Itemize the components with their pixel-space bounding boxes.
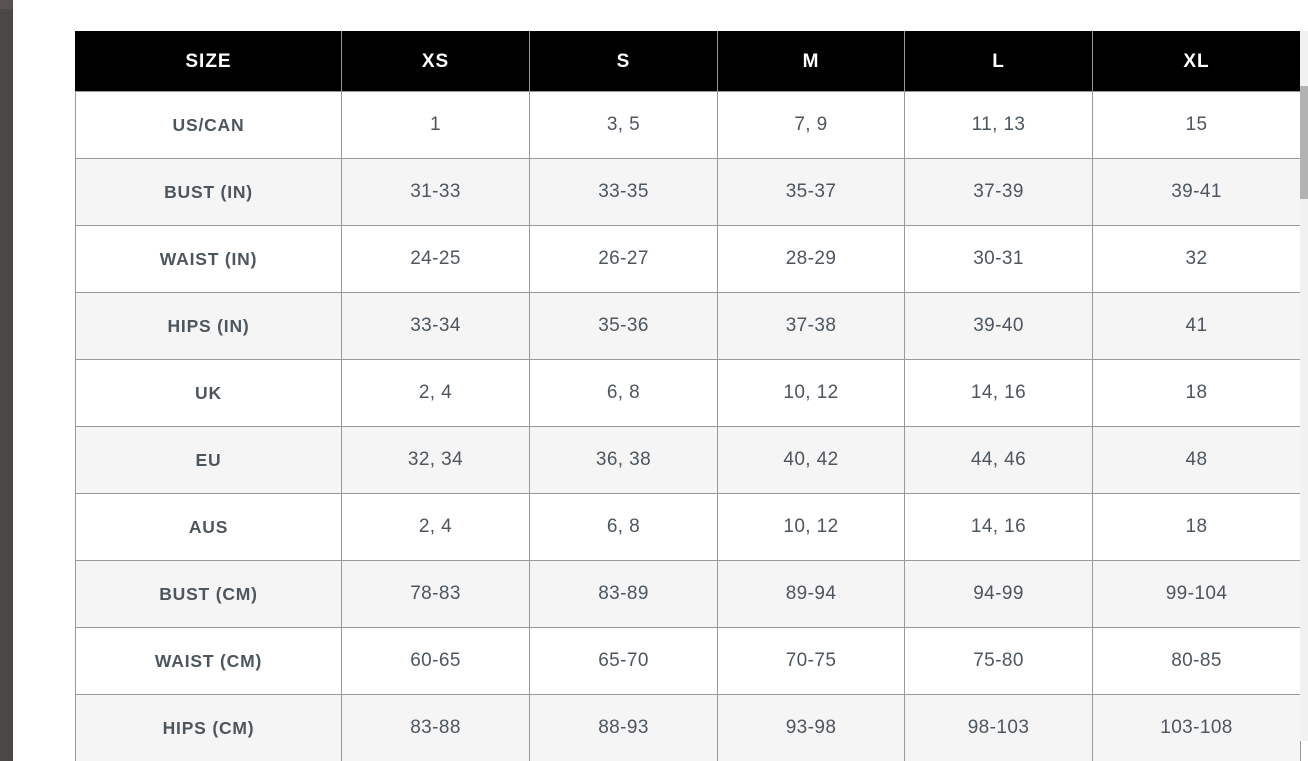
header-cell-size: SIZE <box>75 31 342 92</box>
row-label: BUST (CM) <box>75 560 342 628</box>
size-value-cell: 30-31 <box>904 225 1093 293</box>
size-value-cell: 1 <box>341 91 530 159</box>
size-value-cell: 39-40 <box>904 292 1093 360</box>
size-value-cell: 18 <box>1092 493 1301 561</box>
size-value-cell: 99-104 <box>1092 560 1301 628</box>
table-row: UK 2, 4 6, 8 10, 12 14, 16 18 <box>75 359 1301 427</box>
size-value-cell: 78-83 <box>341 560 530 628</box>
header-cell-xs: XS <box>341 31 530 92</box>
table-row: WAIST (IN) 24-25 26-27 28-29 30-31 32 <box>75 225 1301 293</box>
size-value-cell: 37-39 <box>904 158 1093 226</box>
size-chart-table: SIZE XS S M L XL US/CAN 1 3, 5 7, 9 11, … <box>75 31 1301 761</box>
size-value-cell: 40, 42 <box>717 426 905 494</box>
size-value-cell: 83-89 <box>529 560 718 628</box>
row-label: UK <box>75 359 342 427</box>
table-row: WAIST (CM) 60-65 65-70 70-75 75-80 80-85 <box>75 627 1301 695</box>
size-value-cell: 18 <box>1092 359 1301 427</box>
size-value-cell: 103-108 <box>1092 694 1301 761</box>
size-value-cell: 88-93 <box>529 694 718 761</box>
size-value-cell: 11, 13 <box>904 91 1093 159</box>
size-value-cell: 93-98 <box>717 694 905 761</box>
row-label: HIPS (CM) <box>75 694 342 761</box>
size-value-cell: 31-33 <box>341 158 530 226</box>
size-value-cell: 89-94 <box>717 560 905 628</box>
row-label: BUST (IN) <box>75 158 342 226</box>
header-cell-m: M <box>717 31 905 92</box>
vertical-scrollbar-thumb[interactable] <box>1300 86 1308 199</box>
size-value-cell: 10, 12 <box>717 359 905 427</box>
table-row: US/CAN 1 3, 5 7, 9 11, 13 15 <box>75 91 1301 159</box>
size-value-cell: 32, 34 <box>341 426 530 494</box>
size-value-cell: 28-29 <box>717 225 905 293</box>
row-label: US/CAN <box>75 91 342 159</box>
size-value-cell: 80-85 <box>1092 627 1301 695</box>
header-row: SIZE XS S M L XL <box>75 31 1301 92</box>
size-value-cell: 94-99 <box>904 560 1093 628</box>
row-label: AUS <box>75 493 342 561</box>
size-value-cell: 35-37 <box>717 158 905 226</box>
size-value-cell: 98-103 <box>904 694 1093 761</box>
size-value-cell: 3, 5 <box>529 91 718 159</box>
size-value-cell: 35-36 <box>529 292 718 360</box>
row-label: WAIST (CM) <box>75 627 342 695</box>
size-chart-body: US/CAN 1 3, 5 7, 9 11, 13 15 BUST (IN) 3… <box>75 91 1301 761</box>
size-value-cell: 24-25 <box>341 225 530 293</box>
size-value-cell: 83-88 <box>341 694 530 761</box>
table-row: HIPS (CM) 83-88 88-93 93-98 98-103 103-1… <box>75 694 1301 761</box>
window-edge-strip-cap <box>0 0 13 9</box>
size-value-cell: 14, 16 <box>904 359 1093 427</box>
size-value-cell: 15 <box>1092 91 1301 159</box>
size-value-cell: 75-80 <box>904 627 1093 695</box>
table-row: AUS 2, 4 6, 8 10, 12 14, 16 18 <box>75 493 1301 561</box>
size-value-cell: 60-65 <box>341 627 530 695</box>
size-value-cell: 48 <box>1092 426 1301 494</box>
row-label: HIPS (IN) <box>75 292 342 360</box>
size-value-cell: 44, 46 <box>904 426 1093 494</box>
size-value-cell: 33-34 <box>341 292 530 360</box>
table-row: HIPS (IN) 33-34 35-36 37-38 39-40 41 <box>75 292 1301 360</box>
window-edge-strip <box>0 0 13 761</box>
size-chart-header: SIZE XS S M L XL <box>75 31 1301 92</box>
row-label: WAIST (IN) <box>75 225 342 293</box>
size-value-cell: 6, 8 <box>529 359 718 427</box>
table-row: EU 32, 34 36, 38 40, 42 44, 46 48 <box>75 426 1301 494</box>
vertical-scrollbar-track[interactable] <box>1300 31 1308 741</box>
size-value-cell: 39-41 <box>1092 158 1301 226</box>
size-value-cell: 41 <box>1092 292 1301 360</box>
size-value-cell: 7, 9 <box>717 91 905 159</box>
row-label: EU <box>75 426 342 494</box>
size-value-cell: 26-27 <box>529 225 718 293</box>
size-value-cell: 65-70 <box>529 627 718 695</box>
size-value-cell: 14, 16 <box>904 493 1093 561</box>
table-row: BUST (CM) 78-83 83-89 89-94 94-99 99-104 <box>75 560 1301 628</box>
header-cell-xl: XL <box>1092 31 1301 92</box>
table-row: BUST (IN) 31-33 33-35 35-37 37-39 39-41 <box>75 158 1301 226</box>
size-value-cell: 70-75 <box>717 627 905 695</box>
size-value-cell: 10, 12 <box>717 493 905 561</box>
size-value-cell: 36, 38 <box>529 426 718 494</box>
size-value-cell: 32 <box>1092 225 1301 293</box>
size-value-cell: 6, 8 <box>529 493 718 561</box>
header-cell-l: L <box>904 31 1093 92</box>
size-value-cell: 33-35 <box>529 158 718 226</box>
size-value-cell: 37-38 <box>717 292 905 360</box>
size-value-cell: 2, 4 <box>341 493 530 561</box>
header-cell-s: S <box>529 31 718 92</box>
size-value-cell: 2, 4 <box>341 359 530 427</box>
